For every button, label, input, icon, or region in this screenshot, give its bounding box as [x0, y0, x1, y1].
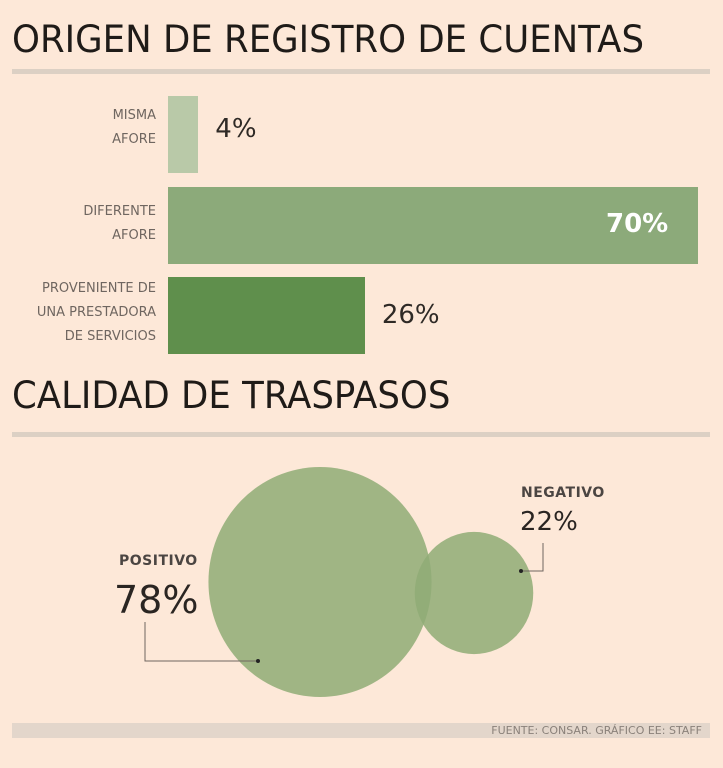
bar-value-diferente-afore: 70% — [606, 209, 669, 239]
source-text: FUENTE: CONSAR. GRÁFICO EE: STAFF — [491, 724, 702, 737]
title-rule-2 — [12, 432, 710, 437]
bar-label-misma-afore: MISMA AFORE — [112, 108, 156, 147]
bar-prestadora — [168, 277, 365, 354]
bar-value-misma-afore: 4% — [215, 114, 257, 144]
bar-chart-title: ORIGEN DE REGISTRO DE CUENTAS — [12, 18, 645, 61]
bar-diferente-afore — [168, 187, 698, 264]
bubble-label-positivo: POSITIVO — [119, 553, 198, 569]
bubble-positivo — [208, 467, 432, 697]
source-footer: FUENTE: CONSAR. GRÁFICO EE: STAFF — [12, 723, 710, 738]
bar-label-prestadora: PROVENIENTE DE UNA PRESTADORA DE SERVICI… — [36, 281, 156, 344]
leader-line-negativo — [521, 543, 544, 572]
bubble-chart-title: CALIDAD DE TRASPASOS — [12, 374, 451, 417]
bar-value-prestadora: 26% — [381, 300, 440, 330]
leader-dot-negativo — [519, 569, 523, 573]
bubble-label-negativo: NEGATIVO — [521, 485, 605, 501]
bubble-value-positivo: 78% — [114, 578, 199, 622]
bubble-value-negativo: 22% — [520, 507, 578, 537]
title-rule — [12, 69, 710, 74]
leader-dot-positivo — [256, 659, 260, 663]
bubble-negativo — [414, 531, 534, 655]
bar-misma-afore — [168, 96, 199, 173]
bar-label-diferente-afore: DIFERENTE AFORE — [83, 204, 156, 243]
leader-line-positivo — [144, 622, 258, 662]
